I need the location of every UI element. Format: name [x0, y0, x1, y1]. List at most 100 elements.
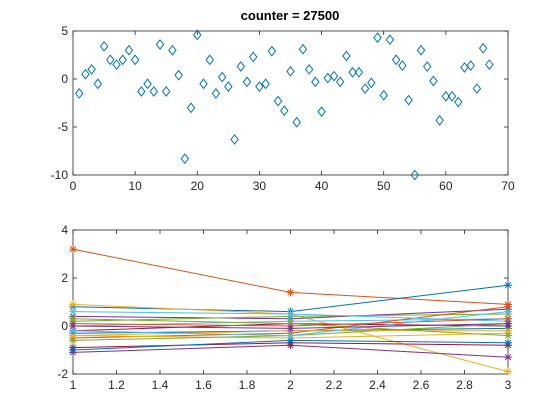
- scatter-point: [93, 78, 103, 90]
- top-y-ticks: 5 0 -5 -10: [51, 24, 508, 182]
- scatter-point: [236, 61, 246, 72]
- series-marker: [504, 367, 512, 376]
- scatter-point: [261, 78, 270, 90]
- scatter-point: [124, 44, 134, 56]
- series-marker: [504, 307, 512, 316]
- scatter-point: [391, 54, 401, 66]
- scatter-point: [304, 63, 314, 75]
- scatter-point: [360, 83, 370, 95]
- scatter-point: [267, 45, 277, 57]
- bottom-x-tick-label: 1: [70, 378, 77, 392]
- scatter-point: [193, 29, 202, 41]
- series-marker: [69, 336, 77, 345]
- series-marker: [504, 281, 512, 290]
- bottom-x-tick-label: 1.4: [152, 378, 169, 392]
- scatter-point: [342, 50, 351, 62]
- series-marker: [286, 324, 295, 333]
- scatter-point: [335, 76, 345, 88]
- series-marker: [69, 322, 77, 330]
- bottom-x-ticks: 1 1.2 1.4 1.6 1.8 2 2.2 2.4 2.6 2.8 3: [70, 230, 512, 392]
- top-x-tick-label: 10: [128, 179, 142, 193]
- bottom-y-ticks: 4 2 0 -2: [57, 223, 508, 381]
- scatter-point: [199, 78, 208, 90]
- scatter-point: [205, 54, 214, 66]
- scatter-point: [112, 59, 121, 71]
- scatter-point: [404, 94, 413, 106]
- series-marker: [69, 314, 77, 323]
- scatter-point: [230, 134, 239, 145]
- scatter-point: [435, 114, 444, 126]
- top-x-tick-label: 20: [191, 179, 205, 193]
- top-x-tick-label: 30: [253, 179, 267, 193]
- scatter-point: [255, 81, 264, 93]
- top-x-tick-label: 70: [501, 179, 515, 193]
- scatter-point: [298, 43, 308, 55]
- series-marker: [504, 326, 512, 335]
- top-y-tick-label: 5: [61, 24, 68, 38]
- scatter-point: [143, 78, 152, 90]
- bottom-x-tick-label: 2.8: [456, 378, 473, 392]
- series-marker: [504, 338, 512, 347]
- top-y-tick-label: -10: [51, 168, 69, 182]
- bottom-x-tick-label: 1.2: [108, 378, 125, 392]
- scatter-point: [292, 116, 301, 128]
- scatter-point: [99, 40, 109, 52]
- scatter-point: [186, 102, 196, 114]
- bottom-y-tick-label: 4: [61, 223, 68, 237]
- scatter-point: [348, 66, 357, 78]
- scatter-point: [385, 34, 395, 46]
- scatter-point: [447, 90, 457, 102]
- scatter-point: [454, 96, 463, 108]
- scatter-point: [422, 61, 432, 72]
- scatter-point: [367, 77, 376, 89]
- scatter-point: [373, 32, 382, 44]
- top-chart-title: counter = 27500: [241, 8, 340, 23]
- series-marker: [69, 300, 77, 309]
- series-marker: [286, 331, 295, 340]
- scatter-point: [429, 75, 438, 87]
- top-scatter-axes: counter = 27500 0 10 20 30 40 50 60 70 50-5-10: [51, 8, 515, 193]
- scatter-point: [485, 59, 494, 71]
- series-marker: [286, 288, 295, 297]
- scatter-point: [224, 81, 233, 93]
- scatter-point: [311, 76, 320, 88]
- bottom-x-tick-label: 2: [287, 378, 294, 392]
- top-x-tick-label: 40: [315, 179, 329, 193]
- scatter-point: [161, 86, 171, 97]
- scatter-point: [478, 42, 488, 54]
- scatter-point: [155, 39, 165, 50]
- scatter-point: [130, 54, 140, 66]
- scatter-point: [273, 95, 283, 107]
- scatter-point: [317, 106, 326, 118]
- top-y-tick-label: 0: [61, 72, 68, 86]
- scatter-point: [149, 86, 159, 97]
- scatter-point: [217, 71, 227, 83]
- scatter-point: [180, 153, 190, 165]
- scatter-point: [118, 54, 127, 66]
- bottom-axes-box: [72, 229, 509, 375]
- series-marker: [504, 353, 512, 362]
- series-marker: [69, 346, 77, 354]
- bottom-x-tick-label: 2.4: [369, 378, 386, 392]
- bottom-x-tick-label: 1.8: [239, 378, 256, 392]
- bottom-x-tick-label: 2.2: [326, 378, 343, 392]
- top-x-tick-label: 0: [70, 179, 77, 193]
- scatter-point: [379, 89, 388, 101]
- scatter-point: [280, 105, 289, 117]
- bottom-y-tick-label: 2: [61, 271, 68, 285]
- top-x-tick-label: 50: [377, 179, 391, 193]
- scatter-point: [137, 86, 146, 97]
- series-marker: [504, 319, 512, 328]
- scatter-point: [354, 66, 364, 78]
- scatter-point: [168, 44, 177, 56]
- bottom-x-tick-label: 3: [505, 378, 512, 392]
- top-x-tick-label: 60: [439, 179, 453, 193]
- scatter-point: [81, 68, 90, 80]
- scatter-point: [106, 54, 115, 66]
- series-marker: [69, 245, 77, 254]
- scatter-point: [329, 70, 339, 82]
- scatter-point: [87, 63, 96, 75]
- bottom-x-tick-label: 2.6: [413, 378, 430, 392]
- scatter-point: [416, 44, 426, 56]
